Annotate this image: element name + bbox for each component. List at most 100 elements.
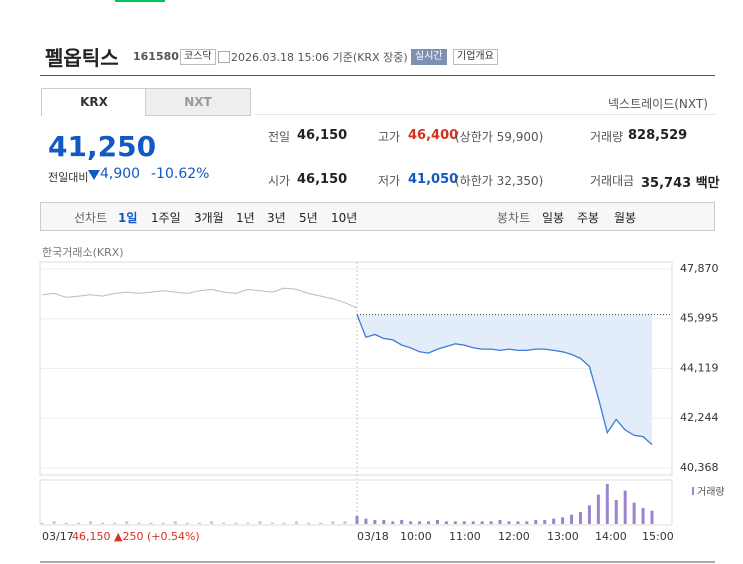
volume-bar [552,518,556,524]
y-tick-label: 42,244 [680,411,719,424]
volume-bar [234,522,238,524]
stat-label: 저가 [378,174,401,188]
volume-bar [52,521,56,524]
volume-bar [525,521,529,524]
stock-code: 161580 [133,50,179,63]
volume-bar [391,521,395,524]
overview-button[interactable]: 기업개요 [453,49,498,65]
tab-nxt[interactable]: NXT [145,88,251,116]
period-tab[interactable]: 10년 [331,211,358,225]
y-tick-label: 44,119 [680,362,719,375]
stat-label: 거래대금 [590,174,635,188]
nav-indicator [115,0,165,2]
stat-label: 전일 [268,130,291,144]
chart-type: 선차트 [74,211,108,225]
y-tick-label: 45,995 [680,312,719,325]
volume-bar [294,521,298,524]
volume-bar [113,522,117,524]
volume-bar [480,521,484,524]
change-label: 전일대비 [48,171,89,184]
candle-tab[interactable]: 일봉 [542,211,565,225]
volume-bar [331,521,335,524]
period-tab[interactable]: 1년 [236,211,255,225]
period-tab[interactable]: 1일 [118,211,138,225]
volume-legend: 거래량 [697,486,725,498]
volume-frame [39,479,673,526]
volume-bar [149,522,153,524]
x-tick-label: 13:00 [547,530,579,543]
volume-bar [489,521,493,524]
volume-bar [471,521,475,524]
timestamp: 2026.03.18 15:06 기준(KRX 장중) [231,51,408,64]
period-tab[interactable]: 1주일 [151,211,181,225]
volume-bar [578,512,582,524]
volume-bar [343,521,347,524]
x-tick-label: 11:00 [449,530,481,543]
change-amount: 4,900 [100,166,141,182]
volume-bar [561,517,565,524]
volume-bar [498,520,502,524]
y-tick-label: 47,870 [680,262,719,275]
market-badge: 코스닥 [180,49,216,65]
volume-bar [373,520,377,524]
volume-bar [507,521,511,524]
volume-bar [210,521,214,524]
volume-bar [614,500,618,524]
stat-label: 고가 [378,130,401,144]
volume-bar [418,521,422,524]
volume-bar [596,494,600,524]
volume-bar [88,521,92,524]
volume-bar [173,521,177,524]
stat-value: 828,529 [628,128,688,143]
volume-bar [364,518,368,524]
candle-tab[interactable]: 주봉 [577,211,600,225]
volume-bar [382,520,386,524]
change-rate: -10.62% [151,166,210,182]
current-price: 41,250 [48,130,157,163]
volume-bar [650,510,654,524]
nxt-link[interactable]: 넥스트레이드(NXT) [608,97,708,111]
volume-bar [270,522,274,524]
volume-bar [125,521,129,524]
volume-bar [185,522,189,524]
volume-bar [282,522,286,524]
volume-bar [222,522,226,524]
volume-bar [246,522,250,524]
stat-note: (상한가 59,900) [455,130,544,144]
prev-summary: 46,150 ▲250 (+0.54%) [72,530,200,543]
stat-label: 시가 [268,174,291,188]
volume-bar [453,521,457,524]
x-tick-label: 12:00 [498,530,530,543]
chart-tab-bar [40,202,715,231]
volume-bar [534,520,538,524]
stat-value: 46,150 [297,172,348,187]
chart-source: 한국거래소(KRX) [42,246,124,259]
x-tick-label: 14:00 [595,530,627,543]
stat-value: 35,743 백만 [641,176,720,191]
x-tick-label: 10:00 [400,530,432,543]
drop-area [357,314,652,445]
volume-bar [623,490,627,524]
realtime-badge: 실시간 [411,49,447,65]
volume-bar [605,484,609,524]
candle-tab[interactable]: 월봉 [614,211,637,225]
down-arrow [88,170,100,180]
volume-bar [319,522,323,524]
period-tab[interactable]: 5년 [299,211,318,225]
stat-value: 41,050 [408,172,459,187]
y-tick-label: 40,368 [680,461,719,474]
x-tick-label: 03/18 [357,530,389,543]
period-tab[interactable]: 3년 [267,211,286,225]
stock-name: 펠옵틱스 [45,46,119,70]
volume-bar [355,516,359,524]
period-tab[interactable]: 3개월 [194,211,224,225]
volume-bar [161,522,165,524]
x-tick-label: 03/17 [42,530,74,543]
volume-bar [435,520,439,524]
stat-value: 46,400 [408,128,459,143]
volume-bar [258,521,262,524]
volume-bar [64,522,68,524]
price-line [356,314,653,446]
chart-type: 봉차트 [497,211,531,225]
